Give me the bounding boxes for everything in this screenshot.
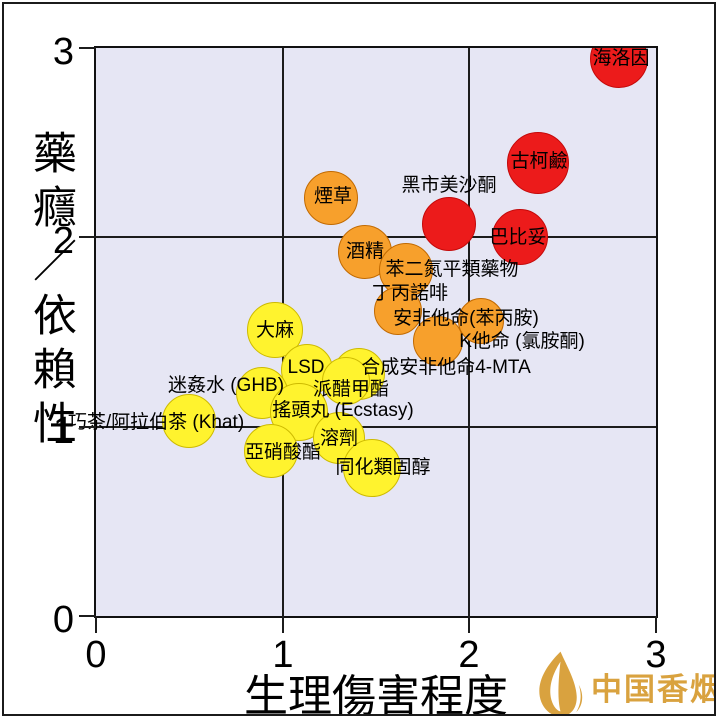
- y-tick-3: [79, 47, 96, 49]
- point-label-street-methadone: 黑市美沙酮: [401, 175, 497, 196]
- x-tick-label-2: 2: [458, 634, 480, 676]
- point-label-amphetamine: 安非他命(苯丙胺): [393, 308, 539, 329]
- y-tick-label-3: 3: [52, 31, 74, 73]
- point-label-ghb: 迷姦水 (GHB): [167, 375, 285, 396]
- point-label-lsd: LSD: [287, 357, 325, 378]
- leaf-flame-icon: [533, 650, 583, 714]
- point-label-alcohol: 酒精: [345, 241, 385, 262]
- point-label-solvents: 溶劑: [319, 428, 359, 449]
- point-ketamine: [457, 297, 504, 344]
- y-tick-label-0: 0: [52, 599, 74, 641]
- point-cannabis: [247, 302, 304, 359]
- watermark-text: 中国香烟网: [591, 672, 714, 707]
- x-tick-2: [468, 616, 470, 633]
- point-label-cannabis: 大麻: [255, 320, 295, 341]
- y-tick-0: [79, 615, 96, 617]
- plot-area-background: [96, 48, 656, 616]
- y-tick-1: [79, 426, 96, 428]
- point-anabolic-steroids: [343, 439, 402, 498]
- point-label-buprenorphine: 丁丙諾啡: [371, 283, 449, 304]
- point-street-methadone: [421, 197, 476, 252]
- point-barbiturates: [491, 209, 548, 266]
- point-alkyl-nitrites: [244, 424, 299, 479]
- point-label-khat: 巧茶/阿拉伯茶 (Khat): [67, 412, 245, 433]
- point-label-methylphenidate: 派醋甲酯: [312, 379, 390, 400]
- x-tick-label-0: 0: [85, 634, 107, 676]
- point-buprenorphine: [374, 287, 423, 336]
- x-axis-title: 生理傷害程度: [244, 672, 508, 716]
- point-methylphenidate: [322, 357, 371, 406]
- x-tick-3: [655, 616, 657, 633]
- point-label-cocaine: 古柯鹼: [510, 151, 568, 172]
- axes-layer: 0 1 2 3 0 1 2 3: [4, 4, 714, 714]
- point-cocaine: [507, 132, 570, 195]
- point-khat: [162, 393, 217, 448]
- x-tick-label-1: 1: [272, 634, 294, 676]
- data-points-layer: [96, 48, 656, 616]
- x-tick-1: [282, 616, 284, 633]
- point-label-tobacco: 煙草: [313, 186, 353, 207]
- point-label-4-mta: 合成安非他命4-MTA: [361, 357, 531, 378]
- point-label-ketamine: K他命 (氯胺酮): [459, 331, 585, 352]
- point-label-alkyl-nitrites: 亞硝酸酯: [244, 442, 322, 463]
- point-label-barbiturates: 巴比妥: [489, 227, 547, 248]
- point-label-anabolic-steroids: 同化類固醇: [335, 457, 431, 478]
- point-label-ecstasy: 搖頭丸 (Ecstasy): [272, 400, 414, 421]
- point-label-heroin: 海洛因: [592, 48, 650, 69]
- point-tobacco: [304, 170, 359, 225]
- point-label-benzodiazepines: 苯二氮平類藥物: [385, 259, 519, 280]
- point-amphetamine: [412, 316, 463, 367]
- point-labels-layer: 海洛因古柯鹼 黑市美沙酮巴比妥 煙草酒精 苯二氮平類藥物丁丙諾啡安非他命(苯丙胺) K他…: [4, 4, 714, 714]
- gridline-y-1: [96, 426, 656, 428]
- watermark: 中国香烟网: [533, 650, 714, 714]
- y-tick-label-2: 2: [52, 220, 74, 262]
- x-tick-0: [95, 616, 97, 633]
- x-tick-label-3: 3: [645, 634, 667, 676]
- y-tick-label-1: 1: [52, 410, 74, 452]
- y-tick-2: [79, 236, 96, 238]
- y-axis-title: 藥癮／依賴性: [26, 130, 75, 454]
